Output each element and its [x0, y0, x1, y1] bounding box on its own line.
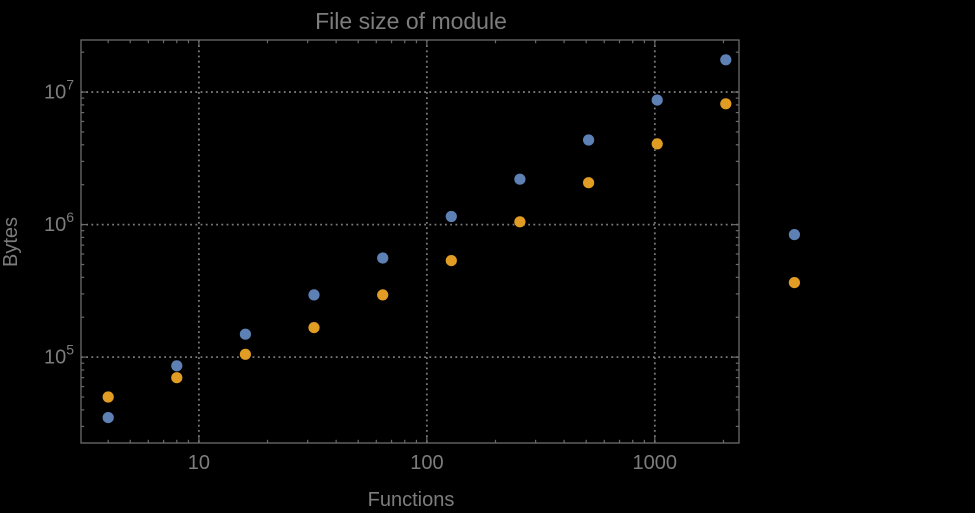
data-point-series-1-blue	[583, 134, 595, 146]
data-point-series-2-orange	[651, 138, 663, 150]
x-tick-labels: 10 100 1000	[188, 452, 677, 474]
x-tick-label: 100	[410, 452, 443, 474]
data-point-series-1-blue	[514, 173, 526, 185]
data-point-series-2-orange	[583, 177, 595, 189]
data-point-series-2-orange	[102, 391, 114, 403]
data-point-series-2-orange	[720, 98, 732, 110]
y-tick-label: 105	[44, 342, 74, 369]
data-point-series-2-orange	[239, 348, 251, 360]
y-tick-labels: 105 106 107	[44, 77, 74, 369]
data-point-series-2-orange	[514, 216, 526, 228]
y-tick-label: 107	[44, 77, 74, 104]
data-point-series-2-orange	[445, 255, 457, 267]
x-axis-label: Functions	[368, 489, 455, 511]
data-point-series-2-orange	[377, 289, 389, 301]
x-tick-label: 1000	[633, 452, 678, 474]
chart-title: File size of module	[315, 8, 507, 34]
data-point-series-1-blue	[102, 412, 114, 424]
gridlines-layer	[81, 40, 739, 443]
data-points-layer	[102, 54, 801, 424]
data-point-series-1-blue	[377, 252, 389, 264]
ticks-layer	[81, 40, 739, 443]
data-point-series-1-blue	[445, 210, 457, 223]
data-point-series-1-blue	[171, 360, 183, 372]
data-point-series-2-orange	[788, 277, 801, 289]
data-point-series-1-blue	[720, 54, 732, 66]
x-tick-label: 10	[188, 452, 210, 474]
data-point-series-1-blue	[788, 229, 801, 241]
data-point-series-1-blue	[239, 328, 251, 340]
data-point-series-2-orange	[308, 322, 320, 334]
y-tick-label: 106	[44, 209, 74, 236]
data-point-series-1-blue	[651, 94, 663, 106]
data-point-series-1-blue	[308, 289, 320, 301]
plot-frame	[80, 39, 740, 444]
y-axis-label: Bytes	[0, 217, 22, 267]
data-point-series-2-orange	[171, 372, 183, 384]
